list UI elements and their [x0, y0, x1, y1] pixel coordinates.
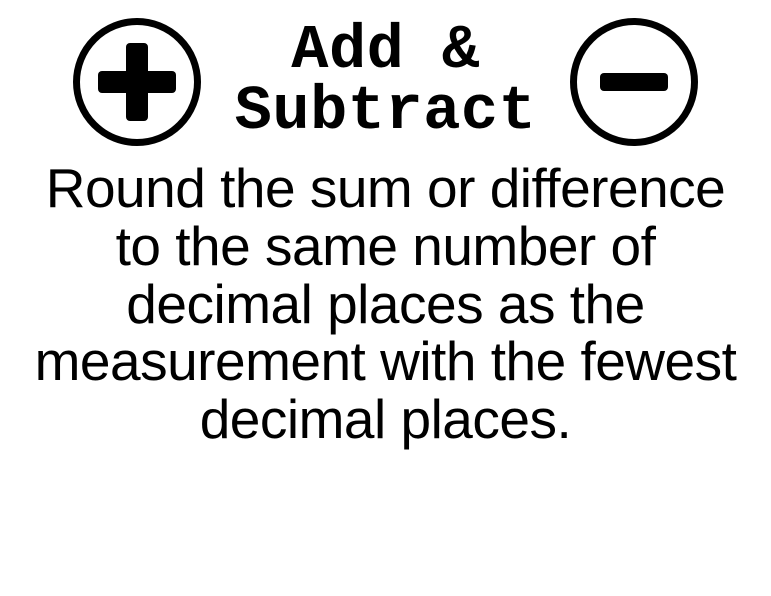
title-line-2: Subtract: [235, 76, 537, 147]
page-title: Add & Subtract: [235, 21, 537, 143]
body-text: Round the sum or difference to the same …: [0, 146, 771, 449]
header-row: Add & Subtract: [0, 0, 771, 146]
minus-circle-icon: [570, 18, 698, 146]
minus-icon: [592, 40, 676, 124]
plus-circle-icon: [73, 18, 201, 146]
plus-icon: [95, 40, 179, 124]
